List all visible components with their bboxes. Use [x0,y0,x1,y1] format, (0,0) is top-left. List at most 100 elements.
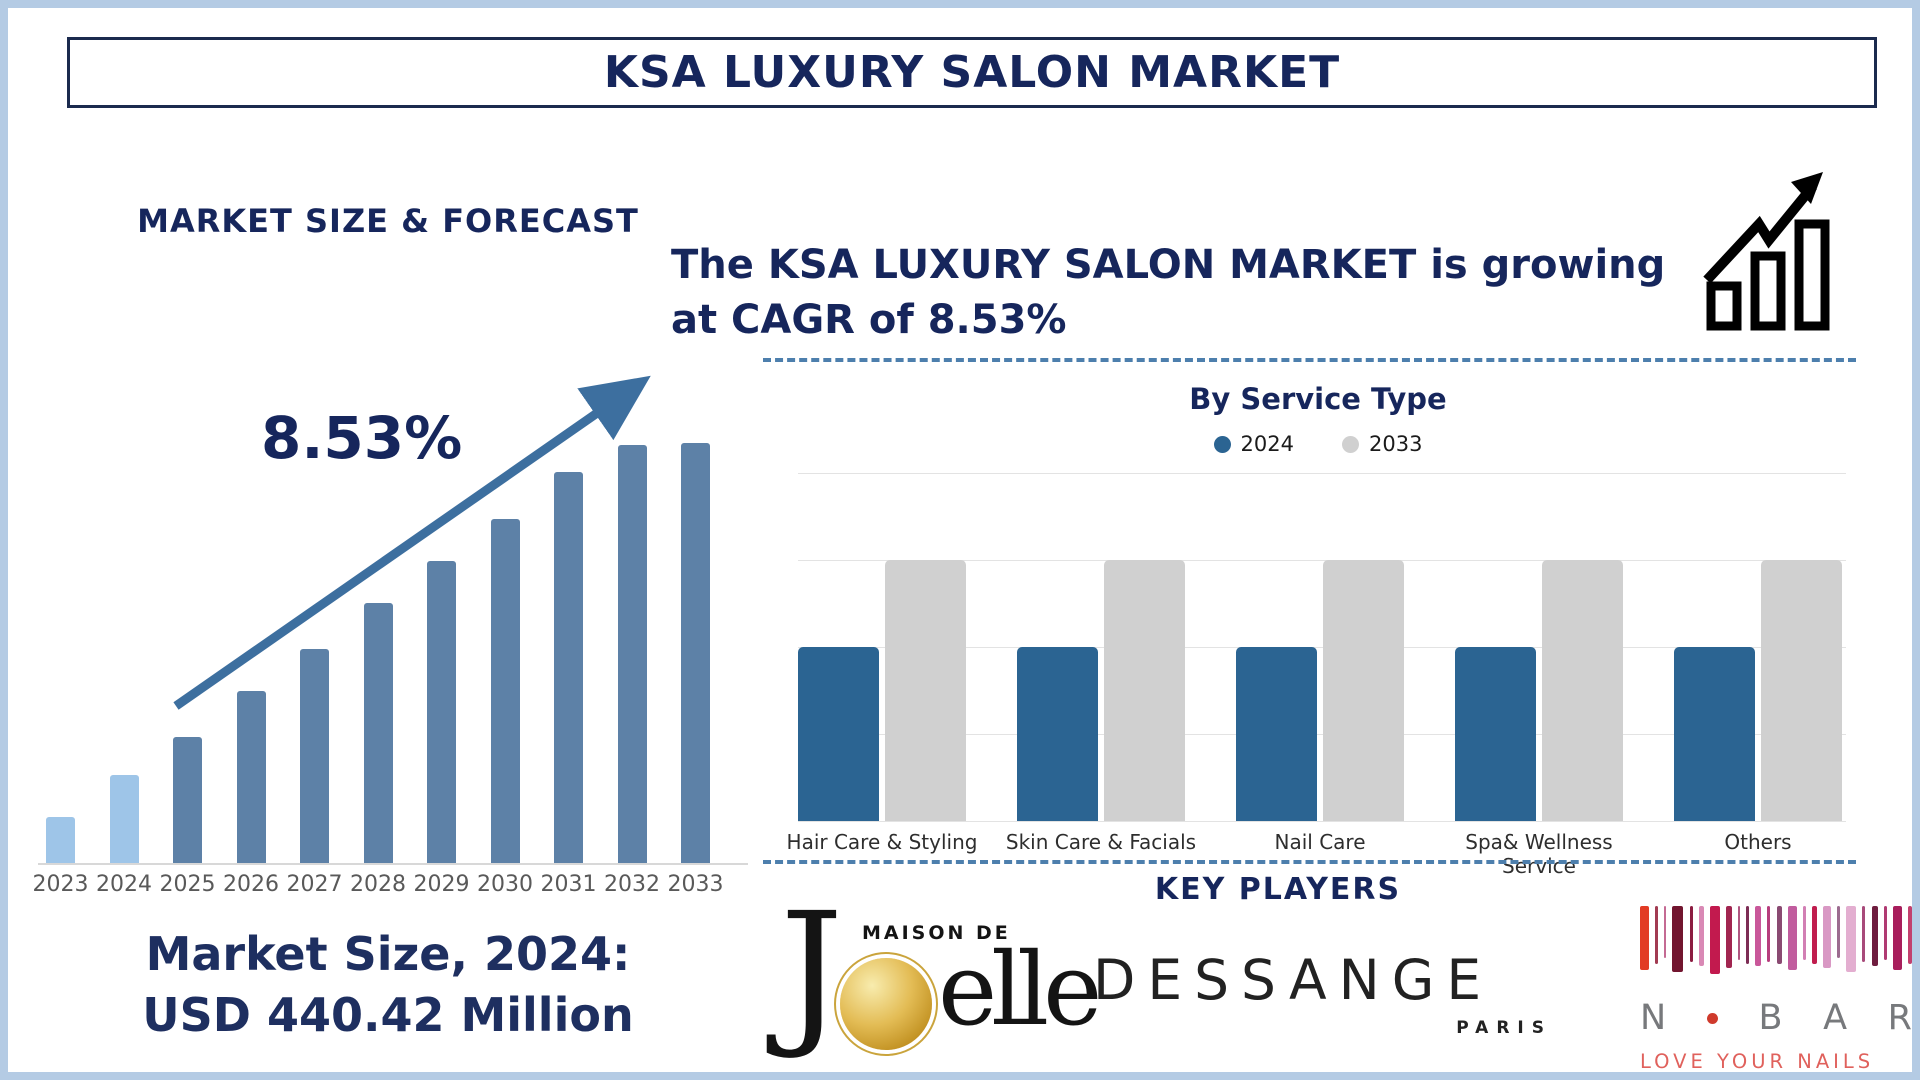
service-chart-legend: 2024 2033 [1138,432,1498,456]
forecast-year-label-2026: 2026 [223,872,279,897]
service-bar-2033-Spa& Wellness Service [1542,560,1623,821]
service-bar-2033-Skin Care & Facials [1104,560,1185,821]
nbar-barcode-stroke [1746,906,1750,964]
service-chart-title: By Service Type [1189,382,1447,416]
nbar-barcode-icon [1640,906,1912,986]
forecast-year-label-2031: 2031 [540,872,597,897]
service-bar-2033-Others [1761,560,1842,821]
forecast-bar-2023 [46,817,75,863]
nbar-barcode-stroke [1823,906,1831,968]
forecast-bar-2024 [109,775,139,863]
forecast-year-label-2030: 2030 [477,872,533,897]
service-bar-2033-Nail Care [1323,560,1404,821]
dessange-paris-label: PARIS [1456,1018,1552,1038]
page-title: KSA LUXURY SALON MARKET [603,47,1341,98]
forecast-year-label-2032: 2032 [604,872,660,897]
legend-dot-2033 [1342,435,1359,453]
forecast-bar-2033 [681,443,710,863]
forecast-heading: MARKET SIZE & FORECAST [137,202,639,240]
nbar-barcode-stroke [1871,906,1878,966]
forecast-year-label-2025: 2025 [159,872,216,897]
forecast-bar-2032 [617,445,647,863]
key-players-heading: KEY PLAYERS [1154,872,1402,907]
forecast-plot [38,438,748,865]
forecast-year-label-2027: 2027 [286,872,343,897]
nbar-tagline: LOVE YOUR NAILS [1640,1050,1875,1073]
market-size-callout: Market Size, 2024: USD 440.42 Million [83,924,693,1045]
nbar-barcode-stroke [1787,906,1797,970]
logo-nbar: N B A R LOVE YOUR NAILS [1640,906,1912,1073]
forecast-year-label-2023: 2023 [32,872,89,897]
growth-chart-icon [1703,172,1830,331]
growth-note-line2: at CAGR of 8.53% [671,297,1067,344]
dashed-separator-top [763,358,1856,362]
service-category-label: Skin Care & Facials [1005,830,1197,854]
nbar-barcode-stroke [1802,906,1806,960]
service-bar-2024-Nail Care [1236,647,1317,821]
market-size-line1: Market Size, 2024: [145,927,631,981]
service-gridline [798,473,1846,474]
growth-note: The KSA LUXURY SALON MARKET is growing a… [671,238,1681,348]
legend-dot-2024 [1213,435,1231,453]
nbar-barcode-stroke [1776,906,1782,964]
nbar-letter-n: N [1640,998,1667,1038]
forecast-bar-2025 [173,737,202,863]
service-gridline [798,734,1846,735]
logo-dessange: DESSANGE PARIS [1093,948,1568,1038]
nbar-barcode-stroke [1907,906,1912,964]
nbar-barcode-stroke [1811,906,1817,964]
nbar-barcode-stroke [1664,906,1667,958]
nbar-barcode-stroke [1672,906,1684,972]
nbar-barcode-stroke [1709,906,1720,974]
nbar-barcode-stroke [1837,906,1841,958]
forecast-year-label-2024: 2024 [96,872,152,897]
nbar-barcode-stroke [1883,906,1887,960]
service-chart-labels: Hair Care & Styling Skin Care & Facials Na… [787,830,1846,878]
forecast-bar-2029 [427,561,456,863]
nbar-barcode-stroke [1767,906,1771,962]
growth-note-line1: The KSA LUXURY SALON MARKET is growing [671,242,1666,288]
service-gridline [798,821,1846,822]
forecast-labels: 2023 2024 2025 2026 2027 2028 2029 2030 2031 2032… [33,872,748,898]
cagr-value: 8.53% [261,404,463,472]
service-bar-2024-Others [1674,647,1755,821]
service-category-label: Hair Care & Styling [786,830,978,854]
service-bar-2024-Spa& Wellness Service [1455,647,1536,821]
forecast-year-label-2033: 2033 [667,872,724,897]
forecast-bar-2030 [490,519,520,863]
nbar-letter-b: B [1758,998,1783,1038]
forecast-year-label-2029: 2029 [413,872,470,897]
service-bar-2024-Hair Care & Styling [798,647,879,821]
nbar-barcode-stroke [1755,906,1762,966]
nbar-barcode-stroke [1655,906,1659,964]
service-category-label: Nail Care [1274,830,1366,854]
nbar-barcode-stroke [1725,906,1732,968]
service-category-label: Others [1724,830,1792,854]
nbar-barcode-stroke [1862,906,1866,962]
joelle-maison-de-label: MAISON DE [862,922,1011,944]
nbar-barcode-stroke [1698,906,1704,966]
nbar-barcode-stroke [1640,906,1649,970]
trend-arrow-icon [173,375,651,710]
dessange-wordmark: DESSANGE [1093,948,1494,1012]
market-size-line2: USD 440.42 Million [142,987,634,1042]
nbar-barcode-stroke [1689,906,1693,962]
forecast-bar-2027 [300,649,329,863]
service-chart-plot [798,473,1846,822]
logo-maison-de-joelle: MAISON DE J elle [760,892,1102,1072]
legend-label-2033: 2033 [1369,432,1423,456]
forecast-bar-2026 [236,691,266,863]
service-bar-2024-Skin Care & Facials [1017,647,1098,821]
legend-item-2024: 2024 [1213,432,1294,456]
nbar-barcode-stroke [1738,906,1740,960]
forecast-year-label-2028: 2028 [350,872,406,897]
nbar-letter-a: A [1823,998,1848,1038]
service-gridline [798,647,1846,648]
legend-item-2033: 2033 [1342,432,1422,456]
service-category-label: Spa& Wellness Service [1465,830,1613,878]
nbar-barcode-stroke [1846,906,1857,972]
title-banner: KSA LUXURY SALON MARKET [67,37,1877,108]
joelle-j-letter: J [780,879,844,1063]
nbar-red-dot-icon [1706,1012,1718,1024]
